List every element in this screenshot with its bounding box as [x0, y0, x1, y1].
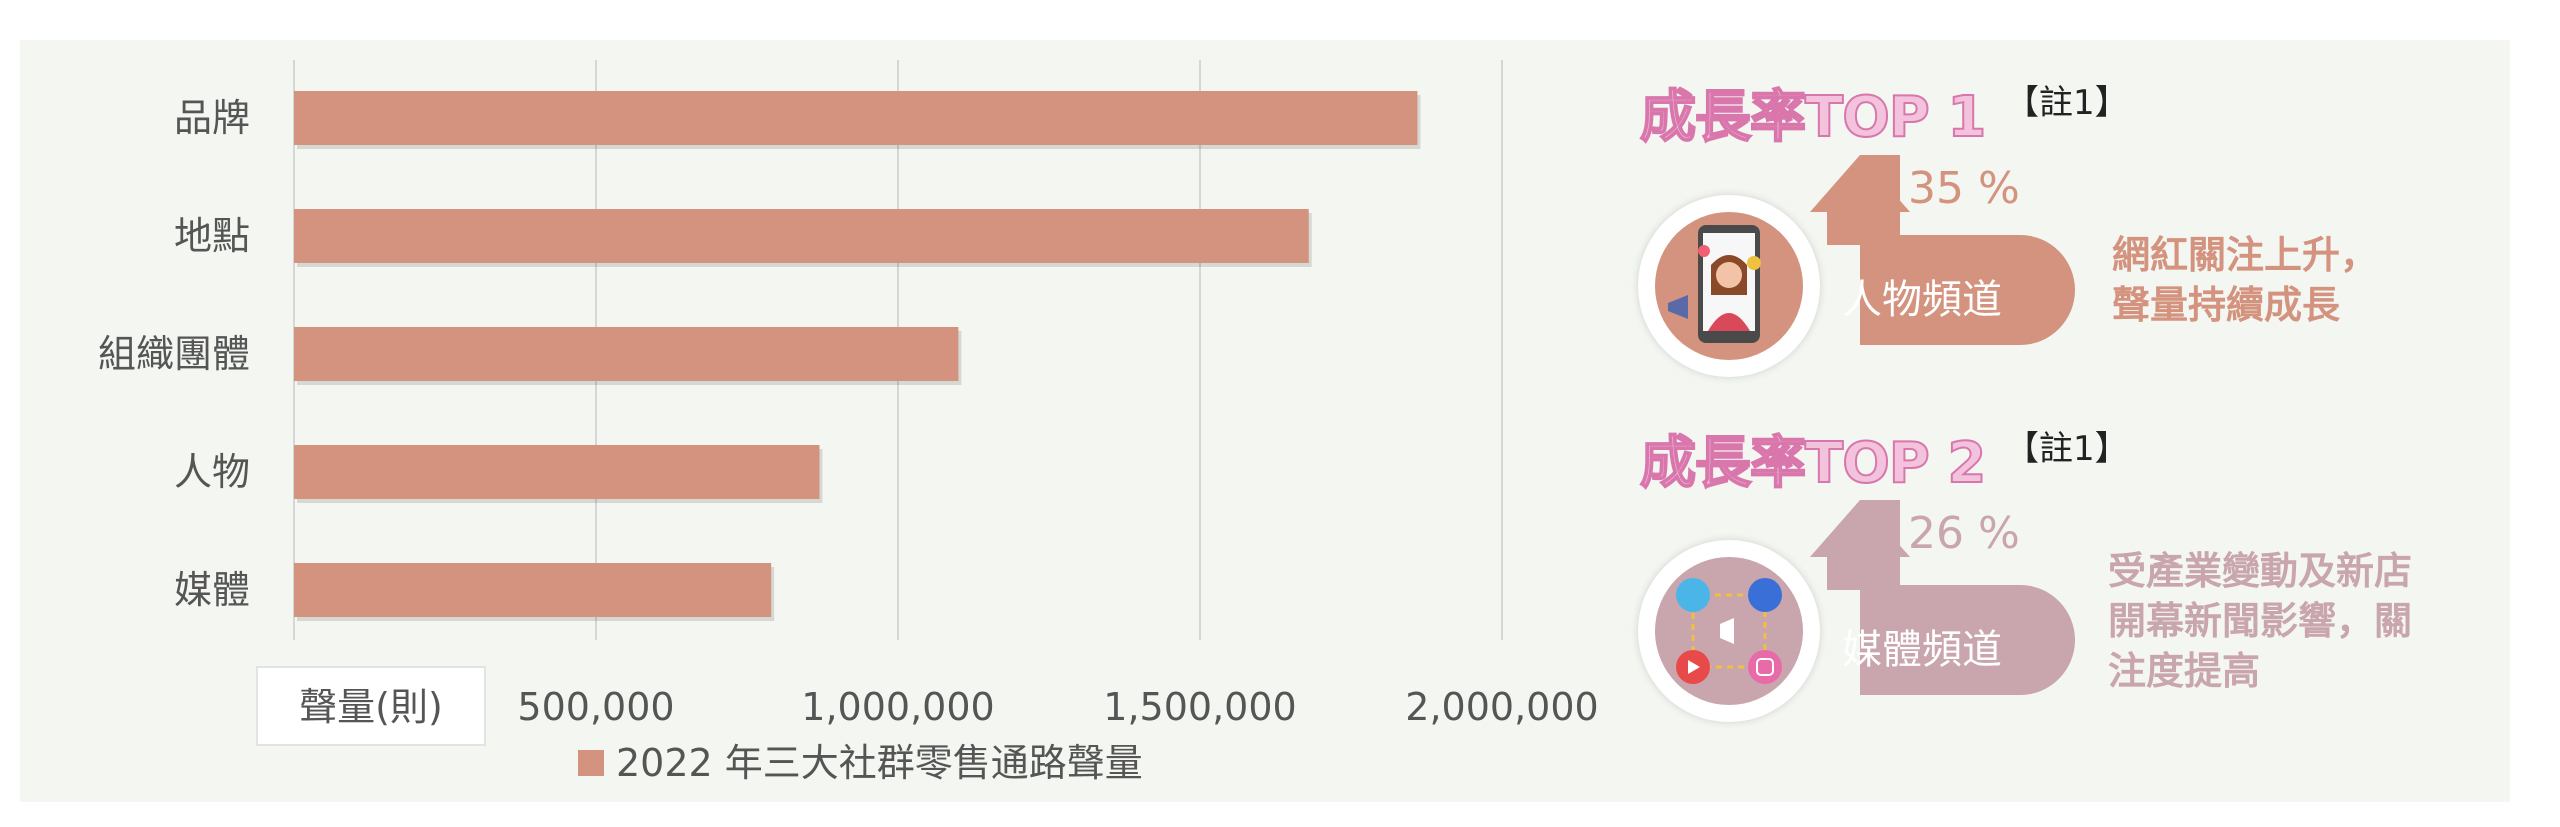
top2-note: 【註1】	[2005, 429, 2129, 469]
x-tick-label: 2,000,000	[1405, 685, 1598, 729]
top2-description: 受產業變動及新店 開幕新聞影響，關 注度提高	[2108, 546, 2412, 696]
category-label: 媒體	[174, 568, 250, 612]
top2-desc-line: 受產業變動及新店	[2108, 549, 2413, 593]
x-tick-label: 1,500,000	[1103, 685, 1296, 729]
x-tick-labels: 500,000 1,000,000 1,500,000 2,000,000	[517, 685, 1598, 729]
top1-channel: 人物頻道	[1842, 277, 2002, 323]
top2-desc-line: 開幕新聞影響，關	[2108, 599, 2413, 643]
influencer-phone-icon	[1655, 212, 1803, 360]
top1-description: 網紅關注上升， 聲量持續成長	[2112, 230, 2378, 330]
category-label: 地點	[174, 214, 250, 258]
top2-desc-line: 注度提高	[2108, 649, 2261, 693]
top2-percent: 26 %	[1908, 508, 2020, 559]
bar	[294, 209, 1309, 263]
x-tick-label: 500,000	[517, 685, 674, 729]
legend: 2022 年三大社群零售通路聲量	[578, 741, 1143, 785]
top2-icon-circle	[1638, 540, 1820, 722]
top1-title: 成長率TOP 1	[1639, 84, 1987, 151]
bar	[294, 91, 1418, 145]
top1-desc-line: 網紅關注上升，	[2112, 233, 2379, 277]
top2-channel: 媒體頻道	[1842, 627, 2002, 673]
bar	[294, 327, 959, 381]
top2-title: 成長率TOP 2	[1639, 430, 1987, 497]
legend-label: 2022 年三大社群零售通路聲量	[616, 741, 1143, 785]
x-tick-label: 1,000,000	[801, 685, 994, 729]
category-label: 人物	[174, 450, 250, 494]
top1-icon-circle	[1638, 195, 1820, 377]
legend-swatch	[578, 750, 604, 776]
x-axis-label: 聲量(則)	[299, 685, 443, 729]
x-axis-unit: 聲量(則)	[256, 666, 486, 746]
category-label: 組織團體	[98, 332, 250, 376]
category-label: 品牌	[174, 96, 250, 140]
bar	[294, 563, 772, 617]
top1-desc-line: 聲量持續成長	[2112, 283, 2341, 327]
bar	[294, 445, 820, 499]
top1-note: 【註1】	[2005, 83, 2129, 123]
bars	[294, 91, 1421, 621]
social-media-icon	[1655, 557, 1803, 705]
top1-percent: 35 %	[1908, 163, 2020, 214]
